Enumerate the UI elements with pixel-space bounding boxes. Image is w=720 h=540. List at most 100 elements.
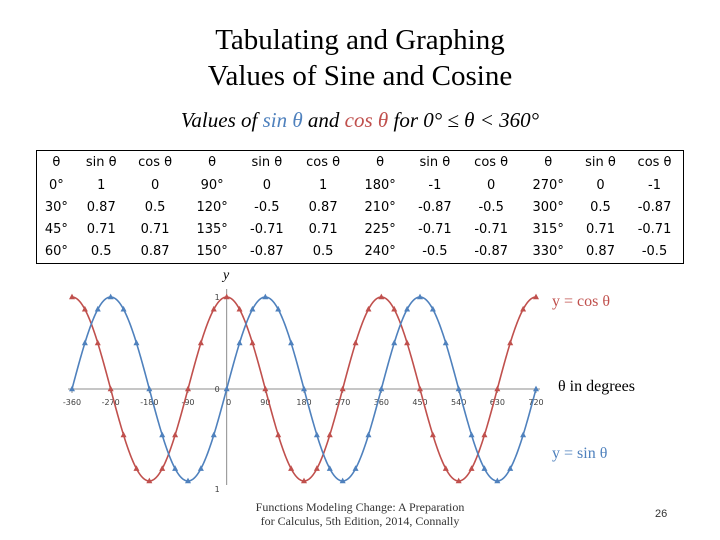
table-header-row: θ sin θ cos θ θ sin θ cos θ θ sin θ cos θ θ sin θ c… bbox=[37, 151, 684, 176]
sin-marker bbox=[507, 465, 514, 471]
y-tick-label: 1 bbox=[215, 485, 220, 494]
x-tick-label: 90 bbox=[260, 398, 270, 407]
table-cell: 0.87 bbox=[140, 244, 170, 259]
sin-marker bbox=[533, 385, 539, 392]
table-cell: -0.5 bbox=[478, 200, 504, 215]
cos-marker bbox=[352, 339, 359, 346]
table-cell: 0 bbox=[262, 178, 271, 193]
table-header-cell: θ bbox=[376, 155, 385, 170]
sin-marker bbox=[520, 431, 527, 438]
x-tick-label: -180 bbox=[140, 398, 158, 407]
y-tick-label: 1 bbox=[215, 293, 220, 302]
sin-marker bbox=[223, 385, 230, 392]
footer-line2: for Calculus, 5th Edition, 2014, Connall… bbox=[260, 514, 460, 528]
table-cell: 0.87 bbox=[586, 244, 615, 259]
cos-marker bbox=[481, 431, 488, 438]
x-tick-label: 360 bbox=[374, 398, 389, 407]
cos-marker bbox=[442, 465, 449, 471]
cos-marker bbox=[94, 339, 101, 346]
sin-marker bbox=[365, 431, 372, 438]
sin-marker bbox=[249, 305, 256, 312]
x-tick-label: -360 bbox=[63, 398, 81, 407]
table-header-cell: θ bbox=[52, 155, 61, 170]
sin-marker bbox=[146, 385, 153, 392]
sin-marker bbox=[352, 465, 359, 471]
subtitle-sin: sin θ bbox=[262, 108, 303, 132]
cos-marker bbox=[236, 305, 243, 312]
table-header-cell: cos θ bbox=[474, 155, 509, 170]
cos-marker bbox=[455, 477, 462, 484]
x-axis-label: θ in degrees bbox=[558, 378, 635, 395]
cos-marker bbox=[507, 339, 514, 346]
slide-title-line2: Values of Sine and Cosine bbox=[207, 60, 513, 92]
sin-marker bbox=[301, 385, 307, 392]
table-header-cell: θ bbox=[544, 155, 553, 170]
slide-subtitle: Values of sin θ and cos θ for 0° ≤ θ < 3… bbox=[0, 108, 720, 133]
cos-marker bbox=[520, 305, 527, 312]
sin-marker bbox=[81, 339, 88, 346]
table-cell: -0.71 bbox=[250, 222, 284, 237]
table-header-cell: cos θ bbox=[306, 155, 341, 170]
table-cell: 240° bbox=[364, 244, 396, 259]
table-cell: 135° bbox=[196, 222, 228, 237]
x-tick-label: 180 bbox=[296, 398, 311, 407]
table-cell: 0.5 bbox=[312, 244, 334, 259]
cos-marker bbox=[468, 465, 475, 471]
sin-marker bbox=[120, 305, 127, 312]
table-cell: -0.71 bbox=[418, 222, 452, 237]
table-cell: -0.87 bbox=[250, 244, 284, 259]
table-header-cell: sin θ bbox=[585, 155, 616, 170]
sin-marker bbox=[94, 305, 101, 312]
sin-marker bbox=[442, 339, 449, 346]
sin-marker bbox=[236, 339, 243, 346]
table-cell: -0.5 bbox=[641, 244, 668, 259]
table-row: 45° 0.71 0.71 135° -0.71 0.71 225° -0.71 -0.71 31… bbox=[37, 219, 684, 241]
table-cell: -0.87 bbox=[418, 200, 452, 215]
footer-line1: Functions Modeling Change: A Preparation bbox=[255, 500, 465, 514]
x-tick-label: 0 bbox=[226, 398, 231, 407]
cos-marker bbox=[301, 477, 307, 484]
cos-marker bbox=[249, 339, 256, 346]
x-tick-label: 540 bbox=[451, 398, 466, 407]
sin-marker bbox=[133, 339, 140, 346]
table-header-cell: cos θ bbox=[138, 155, 173, 170]
sin-marker bbox=[288, 339, 295, 346]
table-header-cell: sin θ bbox=[85, 155, 117, 170]
cos-marker bbox=[210, 305, 217, 312]
table-cell: 0 bbox=[487, 178, 496, 193]
cos-marker bbox=[391, 305, 398, 312]
sin-marker bbox=[159, 431, 166, 438]
cos-marker bbox=[262, 385, 269, 392]
sin-marker bbox=[417, 293, 423, 300]
cos-marker bbox=[429, 431, 436, 438]
cos-marker bbox=[159, 465, 166, 471]
table-header-cell: cos θ bbox=[637, 155, 672, 170]
table-cell: 0.71 bbox=[140, 222, 170, 237]
table-cell: -0.71 bbox=[474, 222, 508, 237]
table-cell: 1 bbox=[97, 178, 106, 193]
sin-marker bbox=[185, 477, 191, 484]
cos-marker bbox=[339, 385, 346, 392]
footer-citation: Functions Modeling Change: A Preparation… bbox=[240, 500, 480, 528]
cos-marker bbox=[378, 293, 385, 300]
cos-marker bbox=[533, 293, 539, 300]
subtitle-suffix: for 0° ≤ θ < 360° bbox=[388, 108, 540, 132]
table-row: 30° 0.87 0.5 120° -0.5 0.87 210° -0.87 -0.5 300° 0… bbox=[37, 197, 684, 219]
table-cell: 225° bbox=[364, 222, 396, 237]
x-tick-label: 450 bbox=[412, 398, 427, 407]
table-cell: 210° bbox=[364, 200, 396, 215]
table-cell: 0.87 bbox=[308, 200, 338, 215]
table-cell: 0 bbox=[150, 178, 160, 193]
table-cell: 330° bbox=[532, 244, 564, 259]
sin-marker bbox=[275, 305, 282, 312]
sin-marker bbox=[481, 465, 488, 471]
y-tick-label: 0 bbox=[215, 385, 220, 394]
sin-marker bbox=[172, 465, 179, 471]
x-tick-label: -270 bbox=[102, 398, 120, 407]
table-cell: 120° bbox=[196, 200, 228, 215]
table-cell: 0.5 bbox=[590, 200, 611, 215]
cos-marker bbox=[197, 339, 204, 346]
sin-marker bbox=[69, 385, 75, 392]
cos-marker bbox=[120, 431, 127, 438]
table-cell: 90° bbox=[200, 178, 224, 193]
